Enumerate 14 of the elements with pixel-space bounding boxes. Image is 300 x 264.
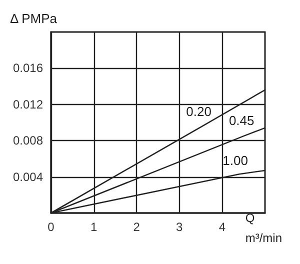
series-label: 0.45 [228,113,254,128]
series-label: 1.00 [222,153,248,168]
x-tick-label: 4 [218,220,226,234]
y-tick-label: 0.012 [12,97,44,112]
x-tick-label: 3 [176,220,184,234]
y-tick-label: 0.004 [12,170,44,184]
x-tick-label: 0 [48,220,55,234]
series-label: 0.20 [186,104,212,120]
y-tick-label: 0.008 [12,134,44,148]
y-tick-label: 0.016 [12,61,44,76]
y-axis-title: Δ PMPa [10,11,58,26]
x-tick-label: 1 [90,220,98,234]
x-tick-label: 2 [133,220,140,234]
x-axis-title: Q m³/min [245,211,282,245]
